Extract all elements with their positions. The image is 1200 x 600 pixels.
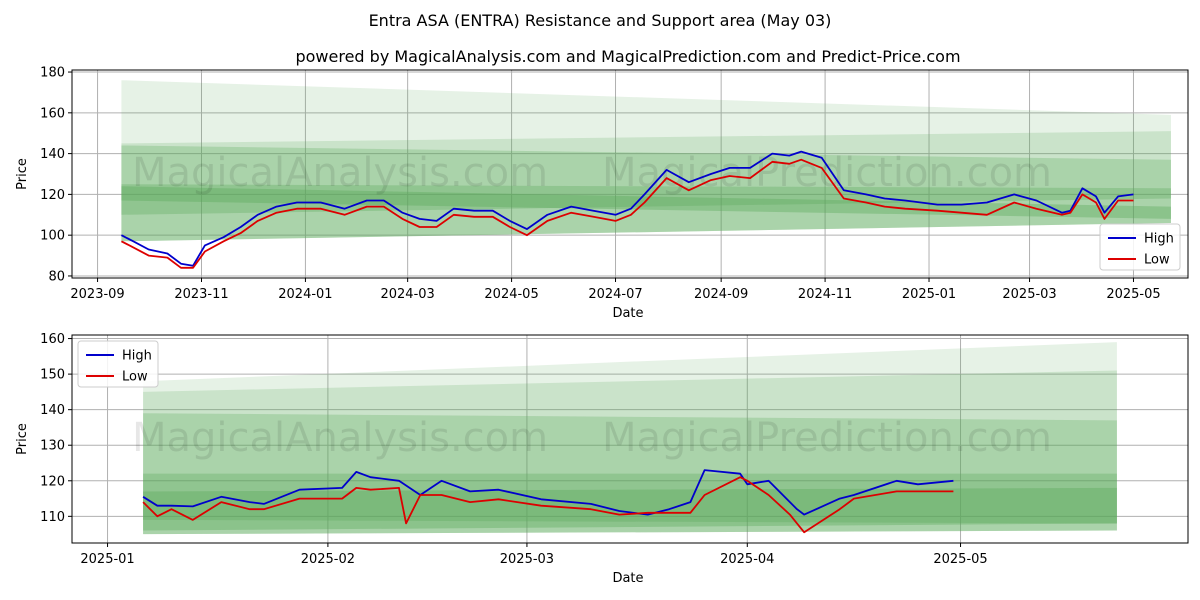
y-tick-label: 150 [40, 368, 65, 383]
legend-label-low: Low [1144, 253, 1170, 268]
y-axis-label: Price [15, 423, 30, 455]
legend: High Low [77, 340, 159, 388]
x-tick-label: 2023-11 [174, 287, 228, 302]
x-tick-label: 2025-02 [301, 552, 355, 567]
axes-frame [71, 334, 1189, 544]
y-tick-label: 180 [40, 66, 65, 81]
y-axis-label: Price [15, 158, 30, 190]
chart-title: Entra ASA (ENTRA) Resistance and Support… [369, 11, 832, 30]
x-tick-label: 2024-09 [694, 287, 748, 302]
x-tick-label: 2025-03 [500, 552, 554, 567]
x-tick-label: 2025-01 [80, 552, 134, 567]
chart-subtitle: powered by MagicalAnalysis.com and Magic… [295, 47, 960, 66]
resistance-support-band [121, 131, 1171, 242]
x-tick-label: 2025-03 [1002, 287, 1056, 302]
y-tick-label: 120 [40, 188, 65, 203]
y-tick-label: 80 [48, 269, 65, 284]
watermark-text: MagicalAnalysis.com [132, 150, 548, 196]
y-tick-label: 140 [40, 147, 65, 162]
x-tick-label: 2024-07 [588, 287, 642, 302]
series-line-high [120, 150, 1134, 267]
resistance-support-band [143, 342, 1117, 535]
x-tick-label: 2025-04 [720, 552, 774, 567]
y-tick-label: 160 [40, 106, 65, 121]
legend-label-low: Low [122, 370, 148, 385]
y-tick-label: 140 [40, 403, 65, 418]
series-line-high [142, 469, 954, 516]
x-tick-label: 2024-05 [484, 287, 538, 302]
watermark-text: MagicalAnalysis.com [132, 415, 548, 461]
y-tick-label: 110 [40, 510, 65, 525]
resistance-support-band [143, 487, 1117, 531]
x-tick-label: 2023-09 [70, 287, 124, 302]
axes-frame [71, 69, 1189, 279]
y-tick-label: 120 [40, 474, 65, 489]
resistance-support-band [143, 413, 1117, 535]
x-tick-label: 2024-11 [798, 287, 852, 302]
watermark-text: MagicalPrediction.com [602, 415, 1052, 461]
series-line-low [120, 158, 1134, 269]
legend: High Low [1099, 223, 1181, 271]
x-tick-label: 2025-05 [933, 552, 987, 567]
x-tick-label: 2024-03 [380, 287, 434, 302]
resistance-support-band [143, 473, 1117, 524]
y-tick-label: 160 [40, 332, 65, 347]
resistance-support-band [143, 370, 1117, 535]
x-tick-label: 2024-01 [278, 287, 332, 302]
x-tick-label: 2025-05 [1106, 287, 1160, 302]
x-tick-label: 2025-01 [902, 287, 956, 302]
legend-label-high: High [1144, 232, 1174, 247]
top-chart: MagicalAnalysis.com MagicalPrediction.com… [15, 66, 1189, 321]
x-axis-label: Date [612, 306, 643, 321]
x-axis-label: Date [612, 571, 643, 586]
y-tick-label: 130 [40, 439, 65, 454]
y-tick-label: 100 [40, 229, 65, 244]
legend-label-high: High [122, 349, 152, 364]
watermark-text: MagicalPrediction.com [602, 150, 1052, 196]
bottom-chart: MagicalAnalysis.com MagicalPrediction.com… [15, 332, 1189, 586]
series-line-low [142, 476, 954, 534]
resistance-support-band [121, 186, 1171, 219]
